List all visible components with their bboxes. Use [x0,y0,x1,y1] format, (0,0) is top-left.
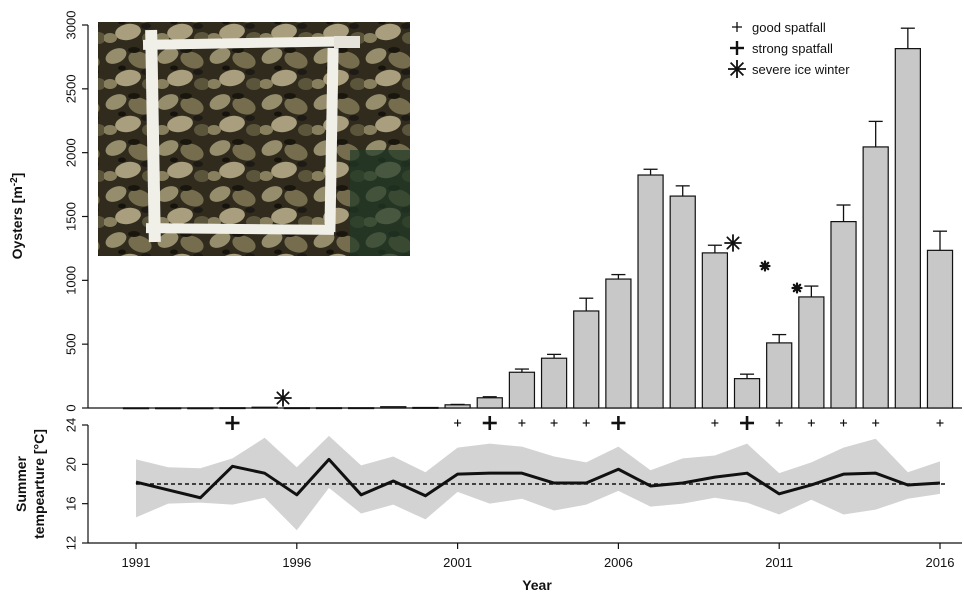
error-bar-series [450,27,948,406]
legend-item-strong-spatfall: strong spatfall [730,41,833,56]
bar-panel: 0 500 1000 1500 2000 2500 3000 Oysters [m-2] [9,11,962,412]
bar-y-tick-label: 500 [63,333,78,355]
good-spatfall-marker [454,419,462,427]
good-spatfall-marker [840,419,848,427]
bar [251,406,278,409]
good-spatfall-marker [711,419,719,427]
bar [155,407,182,410]
bar [219,407,246,410]
bar-y-axis-label-exponent: -2 [9,177,20,186]
temp-y-axis-label-line2: tempearture [°C] [31,429,47,539]
temp-y-tick-label: 12 [63,536,78,550]
legend-item-good-spatfall: good spatfall [732,20,826,35]
bar-y-ticks: 0 500 1000 1500 2000 2500 3000 [63,11,88,412]
asterisk-stroke [276,391,290,405]
bar [380,406,407,409]
bar [187,407,214,410]
legend: good spatfall strong spatfall severe ice… [728,20,850,78]
oyster-bed-quadrat-photo [98,22,410,256]
good-spatfall-marker [872,419,880,427]
temp-y-tick-label: 24 [63,418,78,432]
bar [766,342,793,409]
ice-winter-marker [274,389,292,407]
x-ticks: 1991 1996 2001 2006 2011 2016 [122,543,955,570]
x-tick-label: 2001 [443,555,472,570]
temperature-panel: 12 16 20 24 1991 1996 2001 2006 2011 2016 Summer… [13,418,962,593]
temp-y-axis-label-line1: Summer [13,455,29,512]
bar [926,249,954,409]
asterisk-icon [728,60,746,78]
ice-winter-marker [724,234,742,252]
temp-y-ticks: 12 16 20 24 [63,418,88,550]
strong-spatfall-marker [225,416,240,430]
bar [862,146,889,409]
folding-rule-frame [142,29,360,243]
good-spatfall-marker [518,419,526,427]
bar [540,357,568,409]
bar [122,407,150,410]
ice-winter-marker-small [791,282,803,294]
strong-spatfall-marker [740,416,755,430]
bar [637,174,664,409]
bar [830,221,857,409]
bar-y-tick-label: 3000 [63,11,78,40]
good-spatfall-marker [582,419,590,427]
mean-temperature-line [135,457,941,500]
ice-winter-markers [274,234,803,407]
bar-y-tick-label: 2000 [63,138,78,167]
x-tick-label: 1996 [282,555,311,570]
temp-y-tick-label: 20 [63,457,78,471]
bar-series [122,48,954,410]
bar [605,278,632,409]
bar [733,378,761,409]
asterisk-stroke [792,283,802,293]
bar-y-tick-label: 0 [63,404,78,411]
good-spatfall-marker [775,419,783,427]
x-axis-label: Year [522,577,552,593]
bar-y-tick-label: 1000 [63,266,78,295]
spatfall-markers [225,416,944,430]
bar [347,407,375,410]
bar-y-axis-label: Oysters [m-2] [9,173,25,260]
bar [315,407,343,410]
good-spatfall-marker [550,419,558,427]
bar [444,404,471,409]
bar [412,406,439,409]
bar-y-tick-label: 2500 [63,74,78,103]
legend-label-severe-ice-winter: severe ice winter [752,62,850,77]
x-tick-label: 1991 [122,555,151,570]
strong-spatfall-marker [482,416,497,430]
good-spatfall-marker [936,419,944,427]
x-tick-label: 2016 [926,555,955,570]
bar [798,296,825,409]
bar [476,397,503,409]
x-tick-label: 2011 [765,555,793,570]
bar [573,310,600,409]
strong-spatfall-marker [611,416,626,430]
asterisk-stroke [726,236,740,250]
bar [701,252,729,409]
bar-y-tick-label: 1500 [63,202,78,231]
temperature-range-band [136,435,940,531]
legend-item-severe-ice-winter: severe ice winter [728,60,850,78]
temp-y-tick-label: 16 [63,496,78,510]
ice-winter-marker-small [759,260,771,272]
x-tick-label: 2006 [604,555,633,570]
legend-label-strong-spatfall: strong spatfall [752,41,833,56]
good-spatfall-marker [807,419,815,427]
asterisk-stroke [760,261,770,271]
bar-y-axis-label-close: ] [9,173,25,178]
bar [894,48,921,409]
legend-label-good-spatfall: good spatfall [752,20,826,35]
bar [283,407,310,410]
bar [669,195,696,409]
bar-y-axis-label-main: Oysters [m [9,186,25,259]
bar [508,371,536,409]
